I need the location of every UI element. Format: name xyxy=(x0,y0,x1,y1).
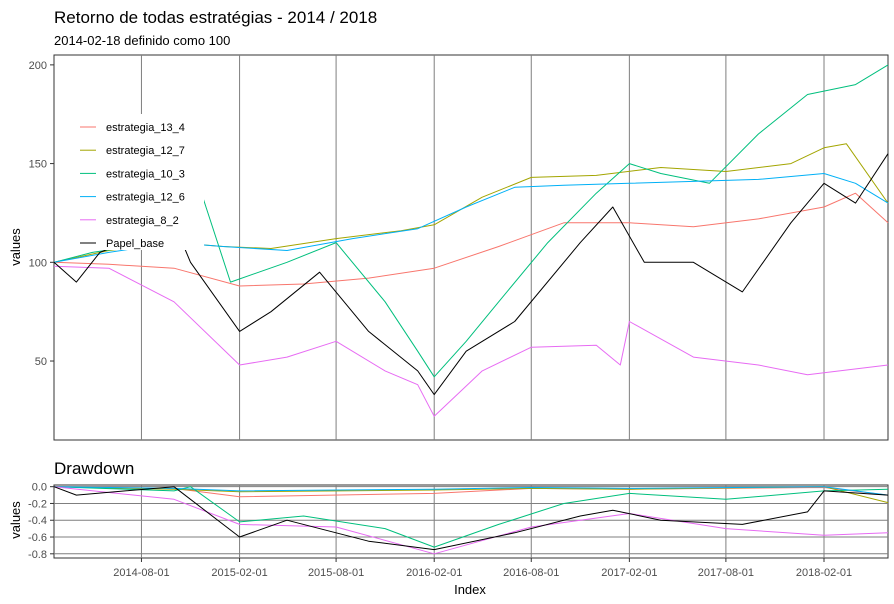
main-series-estrategia_13_4 xyxy=(53,192,889,287)
x-tick-label: 2016-08-01 xyxy=(503,567,559,579)
main-y-axis-label: values xyxy=(8,228,23,266)
legend-label-Papel_base: Papel_base xyxy=(106,238,164,250)
drawdown-y-tick-label: -0.8 xyxy=(28,549,47,561)
drawdown-x-ticks: 2014-08-01 2015-02-01 2015-08-01 2016-02-01… xyxy=(113,558,852,579)
legend-background xyxy=(72,114,204,250)
main-plot-panel: 50 100 150 200 estrategia_13_4 estrategia_12… xyxy=(29,54,889,441)
main-panel-border xyxy=(53,54,889,441)
main-gridlines xyxy=(140,55,825,440)
legend: estrategia_13_4 estrategia_12_7 estrategia… xyxy=(72,114,204,250)
drawdown-series-estrategia_10_3 xyxy=(53,486,889,548)
drawdown-title: Drawdown xyxy=(54,459,134,478)
x-tick-label: 2018-02-01 xyxy=(796,567,852,579)
x-tick-label: 2017-02-01 xyxy=(601,567,657,579)
main-y-ticks: 50 100 150 200 xyxy=(29,60,54,368)
drawdown-y-axis-label: values xyxy=(8,501,23,539)
drawdown-x-axis-label: Index xyxy=(454,582,486,597)
drawdown-y-ticks: 0.0 -0.2 -0.4 -0.6 -0.8 xyxy=(28,482,54,561)
x-tick-label: 2016-02-01 xyxy=(406,567,462,579)
legend-label-estrategia_10_3: estrategia_10_3 xyxy=(106,168,185,180)
main-y-tick-label: 150 xyxy=(29,159,47,171)
x-tick-label: 2014-08-01 xyxy=(113,567,169,579)
drawdown-y-tick-label: -0.6 xyxy=(28,532,47,544)
drawdown-y-tick-label: 0.0 xyxy=(32,482,47,494)
drawdown-series-estrategia_12_6 xyxy=(53,486,889,496)
chart-subtitle: 2014-02-18 definido como 100 xyxy=(54,33,230,48)
drawdown-panel-border xyxy=(53,484,889,559)
main-y-tick-label: 50 xyxy=(35,356,47,368)
drawdown-y-tick-label: -0.4 xyxy=(28,515,47,527)
x-tick-label: 2015-08-01 xyxy=(308,567,364,579)
main-series-estrategia_8_2 xyxy=(53,265,889,417)
legend-label-estrategia_8_2: estrategia_8_2 xyxy=(106,215,179,227)
drawdown-gridlines xyxy=(54,485,888,558)
drawdown-y-tick-label: -0.2 xyxy=(28,498,47,510)
legend-label-estrategia_12_6: estrategia_12_6 xyxy=(106,192,185,204)
main-y-tick-label: 100 xyxy=(29,257,47,269)
legend-label-estrategia_12_7: estrategia_12_7 xyxy=(106,145,185,157)
drawdown-series-Papel_base xyxy=(53,486,889,551)
drawdown-plot-panel: 0.0 -0.2 -0.4 -0.6 -0.8 2014-08-01 2015-02-01… xyxy=(28,482,889,579)
chart-title: Retorno de todas estratégias - 2014 / 20… xyxy=(54,8,377,27)
legend-label-estrategia_13_4: estrategia_13_4 xyxy=(106,122,185,134)
drawdown-series-group xyxy=(53,486,889,555)
x-tick-label: 2015-02-01 xyxy=(211,567,267,579)
main-y-tick-label: 200 xyxy=(29,60,47,72)
x-tick-label: 2017-08-01 xyxy=(698,567,754,579)
